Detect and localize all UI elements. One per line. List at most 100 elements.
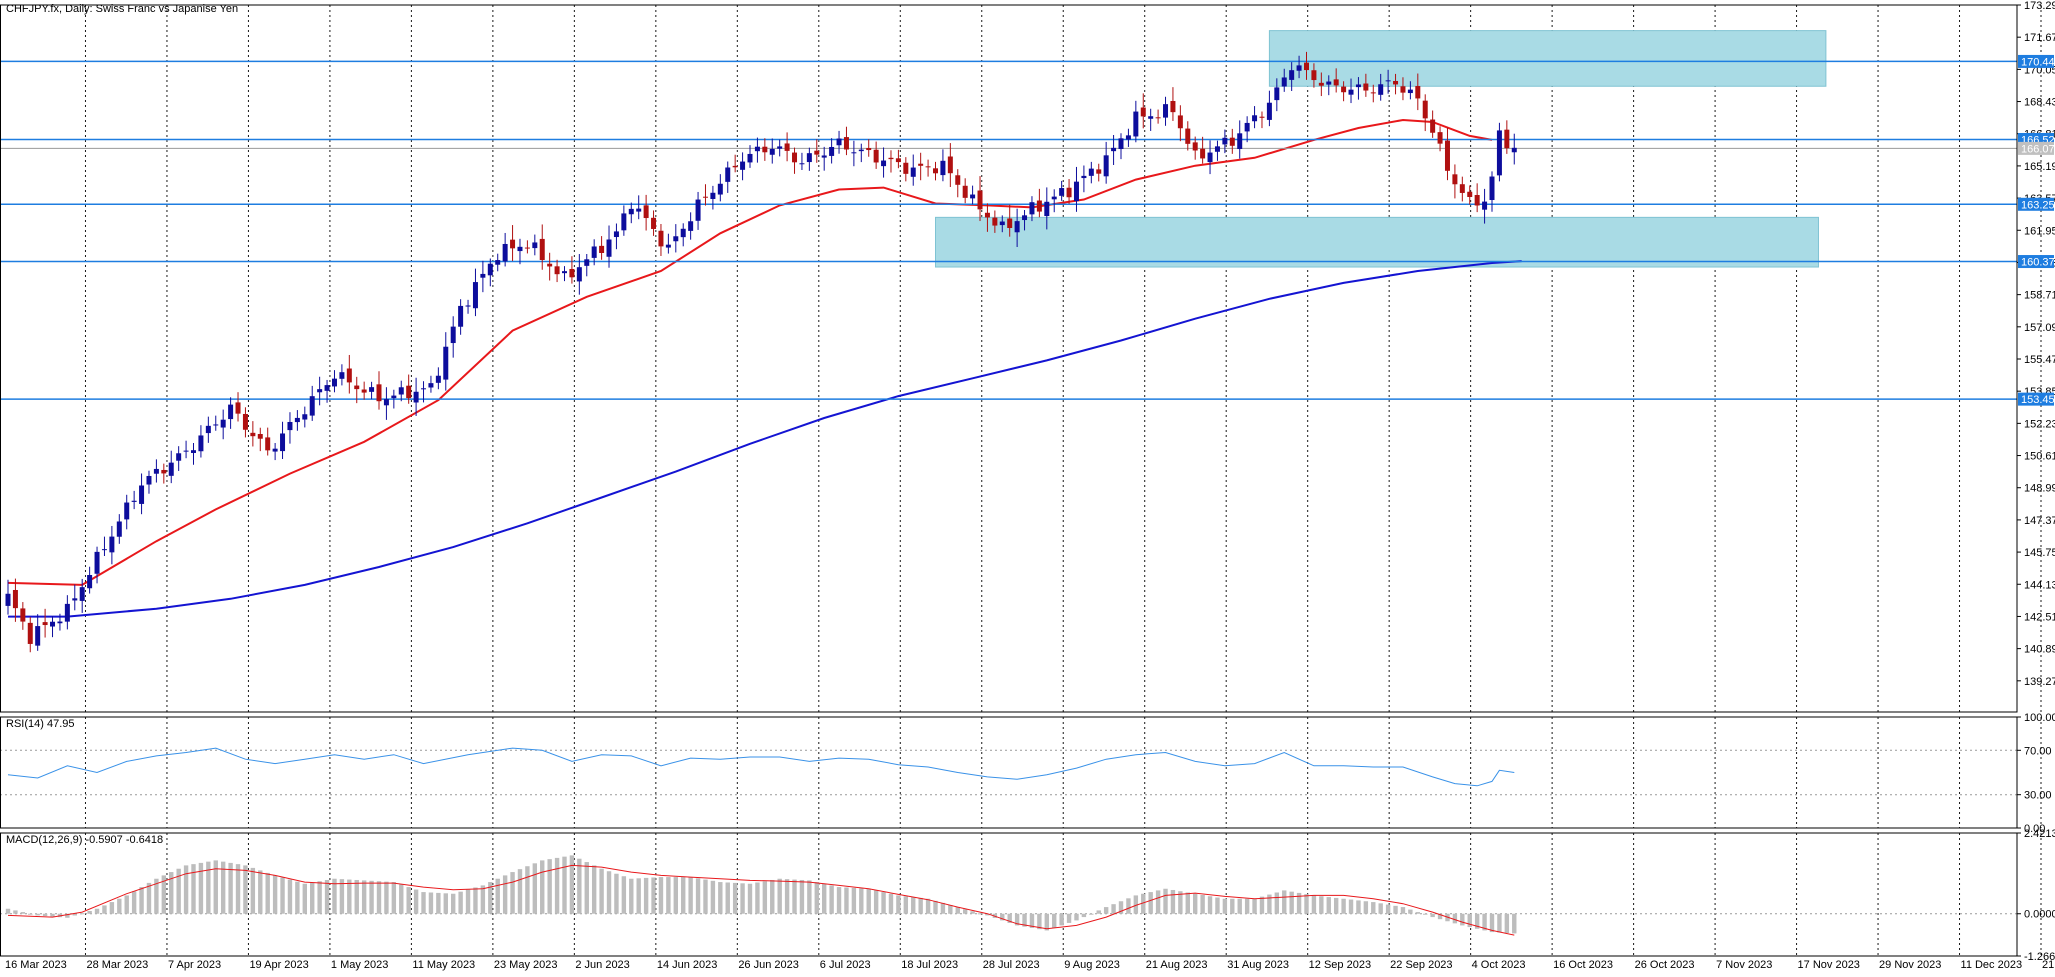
- macd-histogram-bar: [1074, 913, 1079, 921]
- bullish-candle: [1266, 102, 1272, 120]
- bearish-candle: [161, 469, 167, 474]
- bullish-candle: [101, 549, 107, 551]
- macd-histogram-bar: [102, 905, 107, 914]
- macd-histogram-bar: [911, 897, 916, 914]
- bullish-candle: [198, 435, 204, 452]
- macd-histogram-bar: [295, 881, 300, 914]
- macd-histogram-bar: [1408, 909, 1413, 914]
- macd-histogram-bar: [1319, 896, 1324, 914]
- y-axis-tick-label: 152.230: [2024, 418, 2055, 430]
- bullish-candle: [331, 378, 337, 387]
- bearish-candle: [1393, 80, 1399, 85]
- bullish-candle: [1014, 221, 1020, 233]
- macd-histogram-bar: [391, 882, 397, 914]
- support-resistance-zone: [1268, 30, 1827, 87]
- level-price-label: 170.449: [2021, 56, 2055, 68]
- bearish-candle: [918, 163, 924, 166]
- bullish-candle: [1222, 137, 1228, 145]
- rsi-line: [7, 747, 1515, 787]
- bearish-candle: [346, 368, 352, 383]
- bullish-candle: [1163, 104, 1169, 118]
- bearish-candle: [539, 238, 545, 260]
- macd-histogram-bar: [1000, 913, 1005, 921]
- bullish-candle: [369, 387, 375, 392]
- macd-histogram-bar: [1052, 913, 1057, 928]
- macd-histogram-bar: [881, 892, 886, 914]
- macd-histogram-bar: [1489, 913, 1495, 933]
- macd-histogram-bar: [695, 878, 701, 914]
- y-axis-tick-label: 168.430: [2024, 97, 2055, 109]
- y-axis-tick-label: 157.090: [2024, 322, 2055, 334]
- macd-histogram-bar: [436, 892, 441, 914]
- macd-histogram-bar: [354, 879, 359, 914]
- y-axis-tick-label: 161.950: [2024, 225, 2055, 237]
- macd-histogram-bar: [280, 877, 285, 914]
- macd-histogram-bar: [718, 882, 723, 914]
- bearish-candle: [376, 384, 382, 402]
- x-axis-tick-label: 26 Oct 2023: [1635, 959, 1695, 971]
- bullish-candle: [1088, 168, 1094, 176]
- y-axis-tick-label: 30.00: [2024, 790, 2052, 802]
- x-axis-tick-label: 28 Jul 2023: [983, 959, 1040, 971]
- bullish-candle: [1148, 116, 1154, 119]
- macd-histogram-bar: [985, 913, 990, 916]
- bullish-candle: [769, 148, 775, 155]
- bearish-candle: [873, 149, 879, 163]
- macd-histogram-bar: [124, 895, 129, 914]
- bullish-candle: [1044, 201, 1050, 217]
- macd-histogram-bar: [1066, 913, 1072, 923]
- bullish-candle: [1496, 130, 1502, 176]
- bullish-candle: [695, 199, 701, 221]
- bullish-candle: [57, 621, 63, 624]
- macd-histogram-bar: [1311, 895, 1317, 914]
- bearish-candle: [977, 190, 983, 210]
- bearish-candle: [1170, 100, 1176, 113]
- bearish-candle: [903, 162, 909, 174]
- macd-histogram-bar: [614, 873, 619, 914]
- bearish-candle: [866, 148, 872, 151]
- macd-histogram-bar: [799, 879, 805, 914]
- macd-histogram-bar: [903, 896, 909, 914]
- macd-histogram-bar: [1244, 898, 1250, 914]
- macd-histogram-bar: [1133, 895, 1139, 914]
- bearish-candle: [1504, 129, 1510, 149]
- bullish-candle: [613, 231, 619, 238]
- bearish-candle: [242, 413, 248, 430]
- macd-histogram-bar: [1400, 907, 1406, 914]
- bullish-candle: [213, 424, 219, 426]
- macd-histogram-bar: [302, 883, 307, 914]
- bullish-candle: [1103, 155, 1109, 177]
- bullish-candle: [1051, 196, 1057, 200]
- macd-histogram-bar: [643, 877, 649, 914]
- bullish-candle: [710, 192, 716, 199]
- macd-histogram-bar: [1393, 905, 1398, 914]
- macd-histogram-bar: [517, 869, 523, 914]
- macd-histogram-bar: [1170, 889, 1176, 914]
- bearish-candle: [1036, 200, 1042, 212]
- macd-histogram-bar: [1155, 890, 1161, 914]
- macd-histogram-bar: [888, 893, 894, 914]
- macd-histogram-bar: [376, 881, 382, 914]
- macd-histogram-bar: [688, 877, 693, 914]
- macd-histogram-bar: [406, 887, 411, 914]
- bearish-candle: [1066, 187, 1072, 198]
- macd-histogram-bar: [1437, 913, 1443, 920]
- macd-histogram-bar: [540, 860, 545, 914]
- macd-histogram-bar: [621, 876, 627, 914]
- macd-histogram-bar: [829, 885, 834, 914]
- bullish-candle: [576, 267, 582, 282]
- macd-histogram-bar: [525, 866, 530, 914]
- macd-histogram-bar: [1504, 913, 1510, 933]
- macd-histogram-bar: [1222, 898, 1228, 914]
- bullish-candle: [881, 160, 887, 167]
- macd-histogram-bar: [725, 882, 730, 914]
- bullish-candle: [1237, 133, 1243, 150]
- x-axis-tick-label: 19 Apr 2023: [249, 959, 308, 971]
- macd-histogram-bar: [206, 861, 211, 914]
- pane-frame: [0, 716, 2018, 829]
- macd-histogram-bar: [131, 891, 137, 914]
- macd-histogram-bar: [1282, 890, 1287, 914]
- y-axis-tick-label: 171.670: [2024, 32, 2055, 44]
- bullish-candle: [131, 500, 137, 502]
- macd-histogram-bar: [591, 865, 597, 914]
